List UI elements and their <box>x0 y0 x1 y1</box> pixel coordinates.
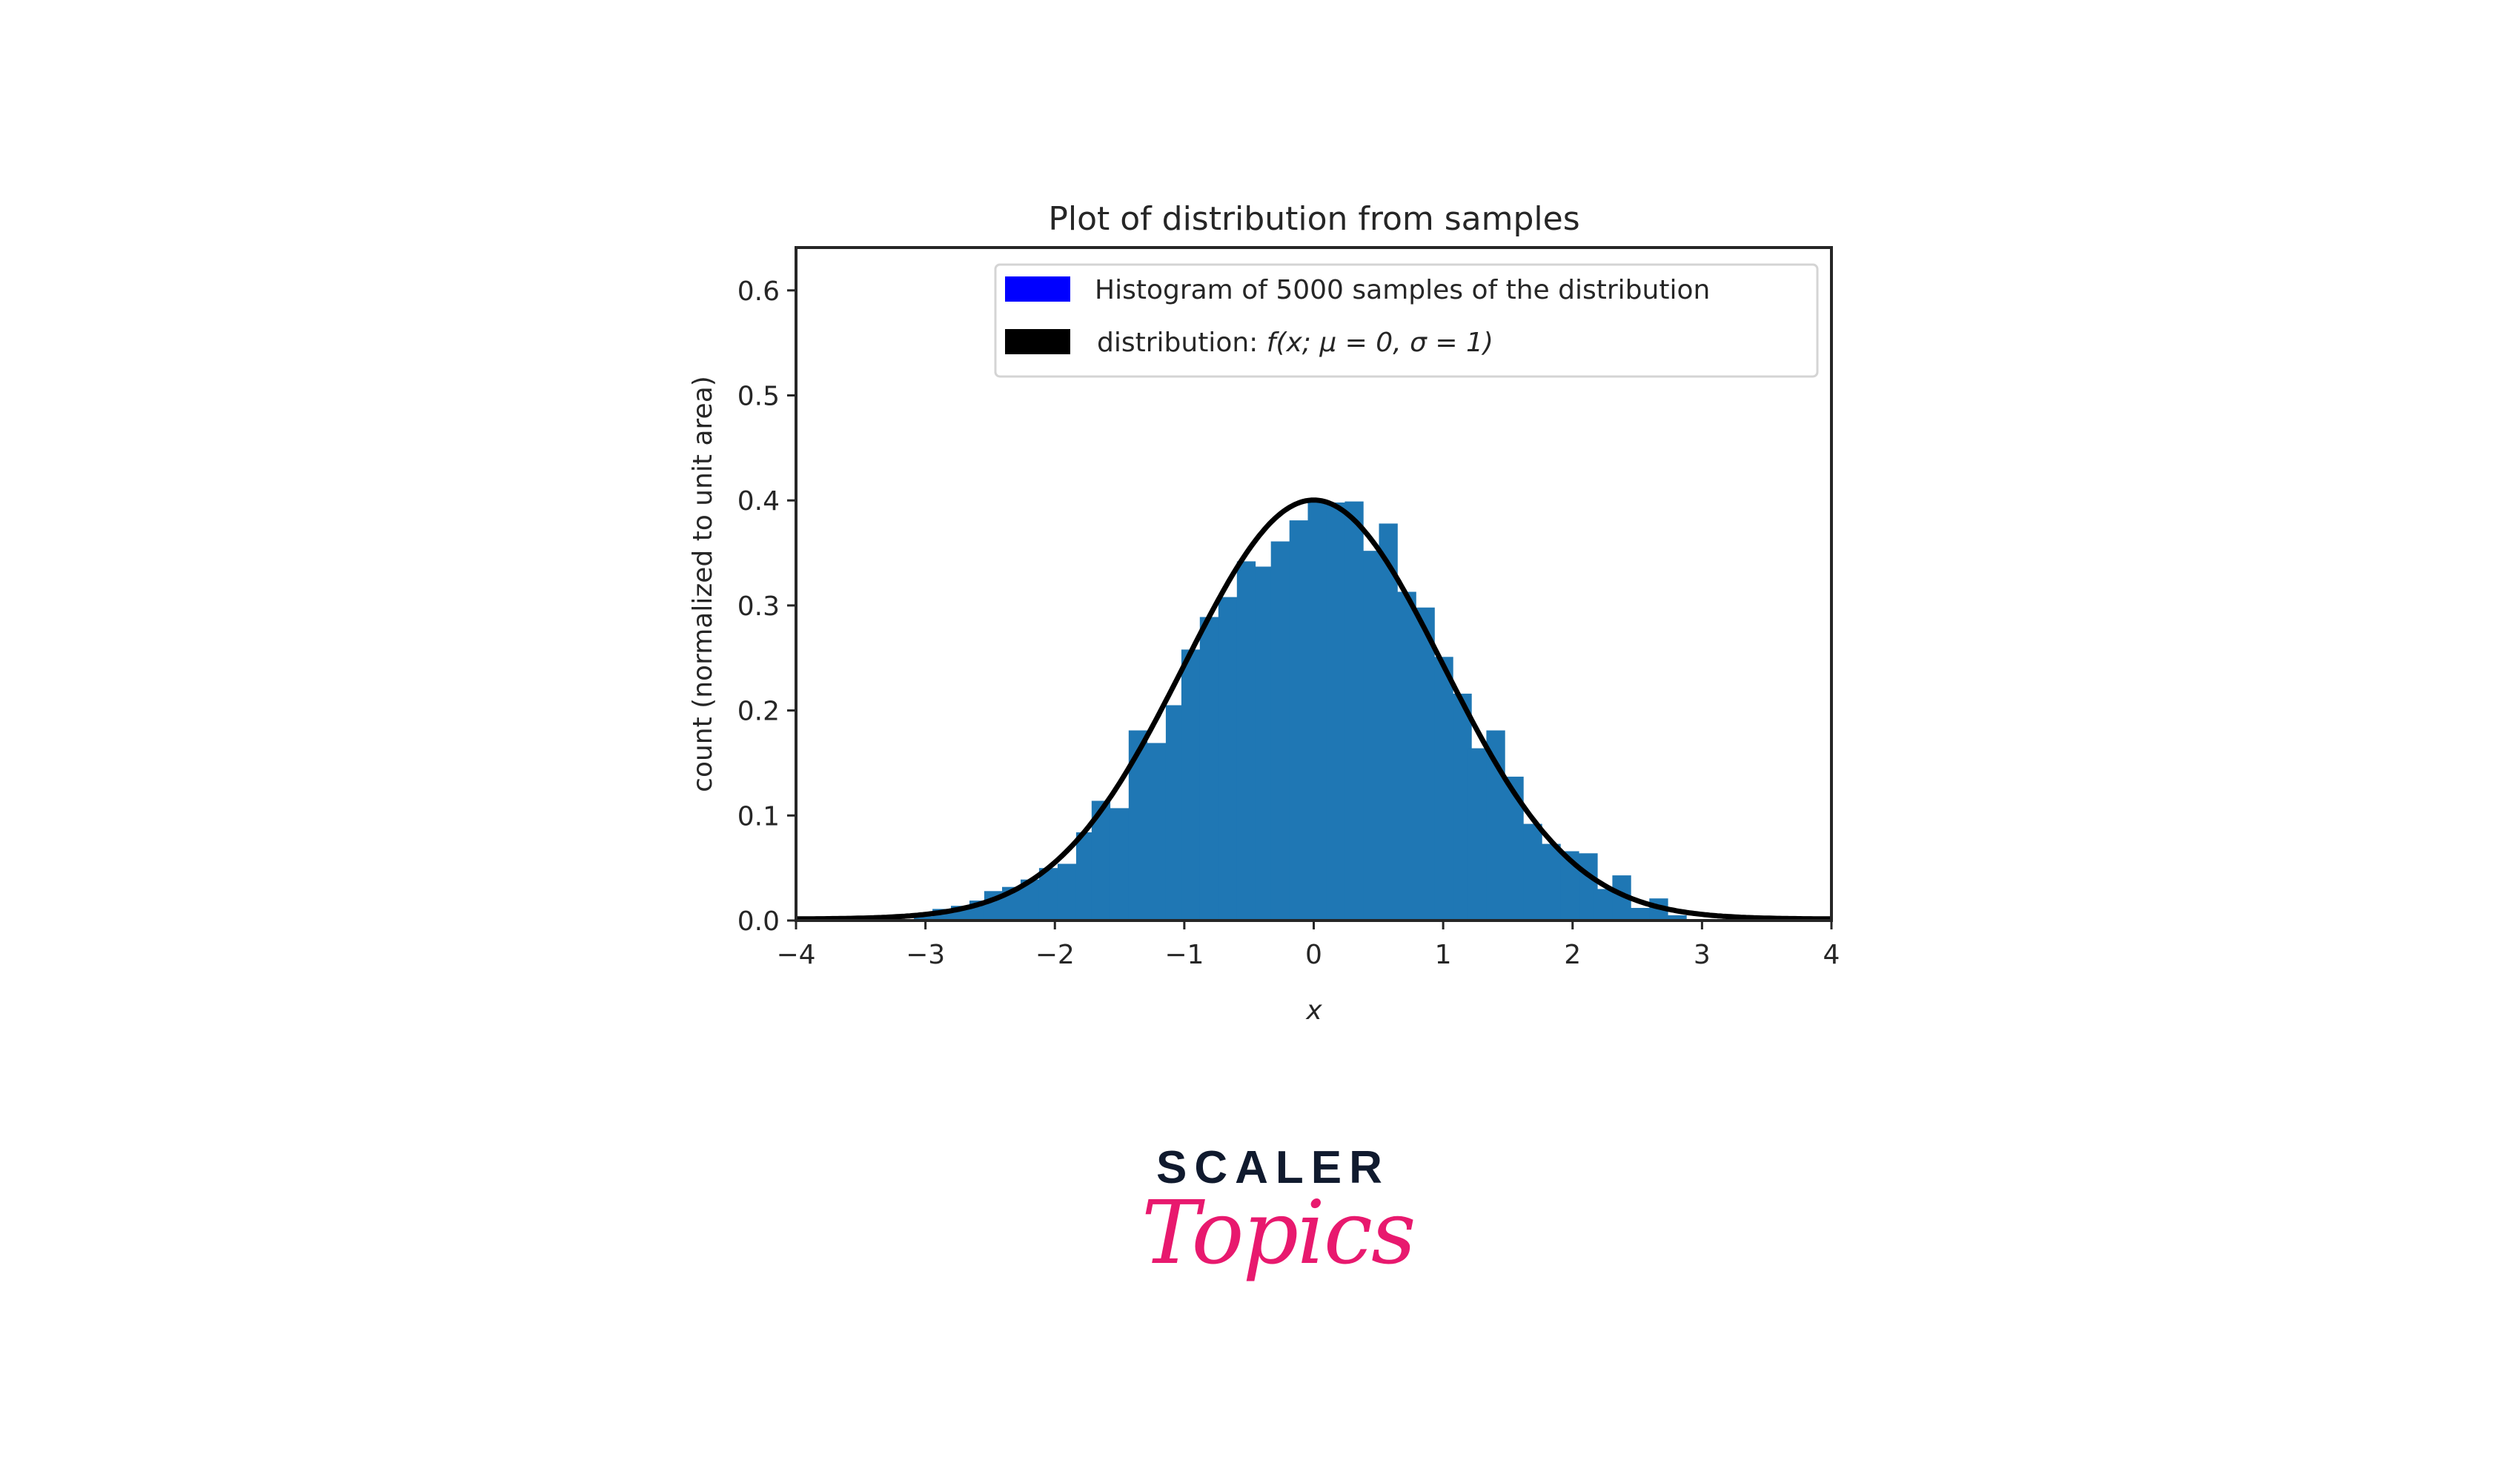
x-tick-label: −1 <box>1164 940 1204 970</box>
histogram-bar <box>1270 541 1290 921</box>
histogram-bar <box>1326 503 1345 921</box>
histogram-bar <box>1289 520 1308 921</box>
histogram-bar <box>1468 748 1487 921</box>
legend-box <box>994 263 1819 378</box>
histogram-bar <box>1542 843 1561 921</box>
legend-label-distribution-prefix: distribution: <box>1097 328 1267 358</box>
y-axis-label: count (normalized to unit area) <box>688 376 718 792</box>
logo-topics-text: Topics <box>1141 1181 1416 1284</box>
y-tick-label: 0.0 <box>737 906 780 937</box>
x-tick-label: 0 <box>1305 940 1322 970</box>
histogram-bar <box>1057 863 1077 921</box>
histogram-bar <box>1434 657 1453 921</box>
histogram-bar <box>1668 915 1687 921</box>
y-tick-label: 0.4 <box>737 486 780 517</box>
legend-label-distribution: distribution: f(x; μ = 0, σ = 1) <box>1097 328 1493 358</box>
legend-label-histogram: Histogram of 5000 samples of the distrib… <box>1095 275 1710 305</box>
y-tick-label: 0.6 <box>737 276 780 307</box>
histogram-bar <box>1110 808 1130 921</box>
logo-scaler-text: SCALER <box>1156 1142 1390 1193</box>
legend-swatch-distribution <box>1005 329 1070 354</box>
x-tick-label: 1 <box>1435 940 1452 970</box>
histogram-bar <box>1199 617 1219 921</box>
histogram-bar <box>1363 551 1382 921</box>
legend: Histogram of 5000 samples of the distrib… <box>994 263 1819 378</box>
chart-title: Plot of distribution from samples <box>1048 200 1579 238</box>
x-tick-label: −2 <box>1035 940 1075 970</box>
scaler-topics-logo: SCALER Topics <box>1141 1142 1416 1278</box>
histogram-bar <box>1594 889 1613 921</box>
histogram-bar <box>1307 500 1327 921</box>
histogram-bar <box>914 916 933 921</box>
x-tick-label: −3 <box>906 940 945 970</box>
x-axis-ticks: −4 −3 −2 −1 0 1 2 3 4 <box>776 921 1840 970</box>
histogram-bar <box>1631 908 1650 921</box>
y-tick-label: 0.2 <box>737 697 780 727</box>
legend-label-distribution-math: f(x; μ = 0, σ = 1) <box>1267 328 1493 358</box>
x-tick-label: 2 <box>1564 940 1581 970</box>
histogram-bar <box>1147 743 1167 921</box>
histogram-bar <box>1397 591 1416 921</box>
histogram-bar <box>1379 523 1398 921</box>
normal-pdf-curve <box>796 497 1831 922</box>
x-tick-label: −4 <box>776 940 815 970</box>
legend-swatch-histogram <box>1005 276 1070 302</box>
y-tick-label: 0.3 <box>737 591 780 622</box>
histogram-bar <box>1523 823 1542 921</box>
y-axis-ticks: 0.0 0.1 0.2 0.3 0.4 0.5 0.6 <box>737 276 796 937</box>
x-tick-label: 3 <box>1694 940 1711 970</box>
y-tick-label: 0.5 <box>737 382 780 412</box>
histogram-bar <box>1181 649 1201 921</box>
histogram-bar <box>1038 868 1058 921</box>
x-axis-label: x <box>1305 995 1322 1026</box>
histogram-bar <box>1218 597 1238 921</box>
histogram-bar <box>1416 607 1435 921</box>
histogram-bar <box>1344 501 1364 921</box>
y-tick-label: 0.1 <box>737 801 780 832</box>
x-tick-label: 4 <box>1823 940 1840 970</box>
histogram-bar <box>1236 561 1256 921</box>
